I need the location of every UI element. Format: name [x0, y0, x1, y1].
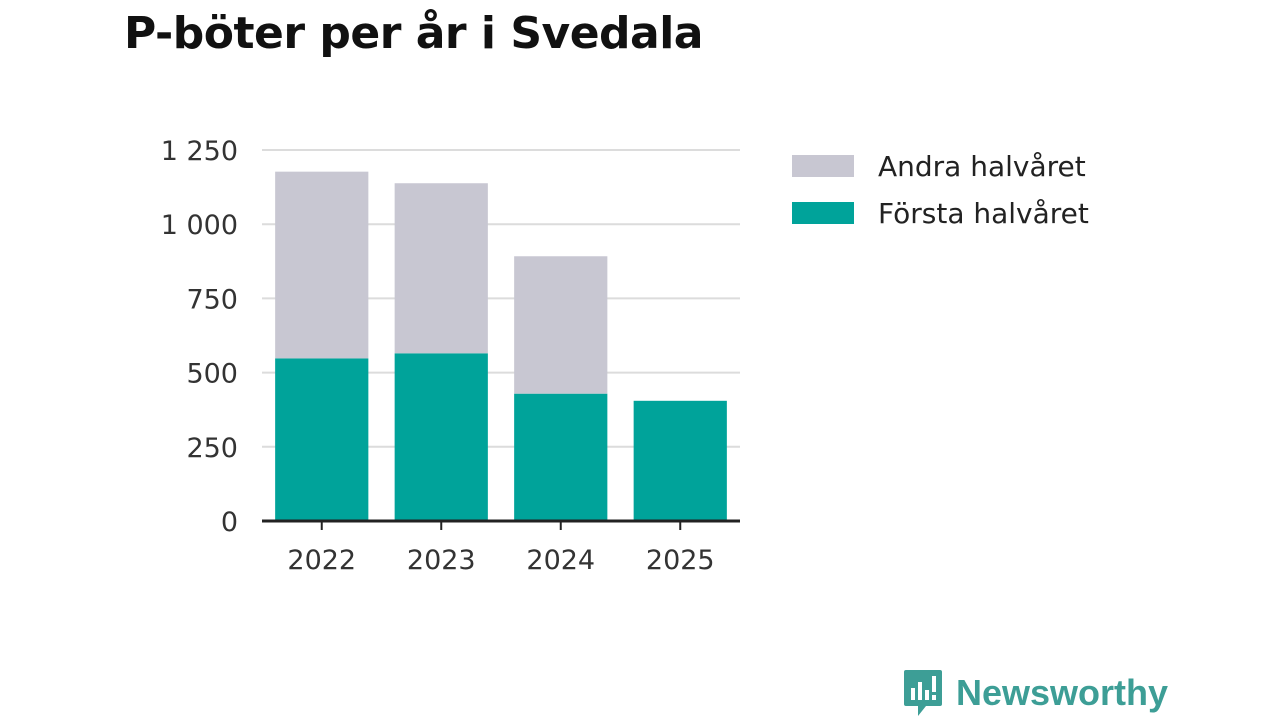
- bar-segment: [514, 393, 608, 521]
- x-axis: [262, 519, 740, 530]
- y-tick-label: 1 250: [161, 136, 238, 167]
- chart-title: P-böter per år i Svedala: [124, 8, 704, 59]
- bar-segment: [394, 183, 488, 354]
- newsworthy-logo: Newsworthy: [902, 668, 1168, 718]
- y-tick-label: 500: [186, 359, 238, 390]
- brand-name: Newsworthy: [956, 672, 1169, 713]
- y-tick-label: 750: [186, 284, 238, 315]
- y-tick-label: 250: [186, 433, 238, 464]
- legend-swatch: [792, 155, 854, 177]
- bar-segment: [275, 358, 369, 521]
- x-tick-label: 2022: [287, 545, 356, 576]
- bar-segment: [633, 400, 727, 521]
- bars: [275, 171, 727, 521]
- bar-segment: [275, 171, 369, 359]
- legend-label: Andra halvåret: [878, 150, 1086, 183]
- x-tick-label: 2024: [526, 545, 595, 576]
- stacked-bar-chart: 0 250 500 750 1 000 1 250 2022 2023 2024 2025 An…: [161, 136, 1089, 576]
- x-tick-label: 2023: [407, 545, 476, 576]
- legend-swatch: [792, 202, 854, 224]
- y-axis-tick-labels: 0 250 500 750 1 000 1 250: [161, 136, 238, 538]
- legend: Andra halvåret Första halvåret: [792, 150, 1089, 230]
- y-tick-label: 1 000: [161, 210, 238, 241]
- bar-chart-speech-bubble-icon: [904, 670, 942, 716]
- legend-label: Första halvåret: [878, 197, 1089, 230]
- bar-segment: [394, 353, 488, 521]
- x-tick-label: 2025: [646, 545, 715, 576]
- bar-segment: [514, 256, 608, 394]
- y-tick-label: 0: [221, 507, 238, 538]
- x-axis-tick-labels: 2022 2023 2024 2025: [287, 545, 714, 576]
